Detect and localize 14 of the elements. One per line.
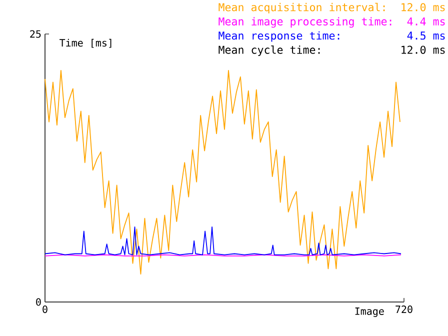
- text: Mean image processing time:: [218, 17, 392, 28]
- y-axis-title: Time [ms]: [60, 38, 112, 48]
- line-series: [44, 226, 402, 256]
- text: 12.0 ms: [402, 3, 445, 12]
- x-axis-title: Image: [355, 308, 384, 317]
- line-series: [44, 70, 400, 275]
- text: Mean acquisition interval:: [218, 2, 385, 14]
- annotation: 12.0 ms: [402, 46, 445, 54]
- y-tick-label: 25: [30, 30, 41, 38]
- text: 4.5 ms: [407, 32, 445, 40]
- x-tick-label: 720: [396, 306, 412, 314]
- text: Mean response time:: [218, 31, 340, 42]
- text: 4.4 ms: [407, 17, 445, 26]
- annotation: Mean cycle time:: [218, 45, 320, 56]
